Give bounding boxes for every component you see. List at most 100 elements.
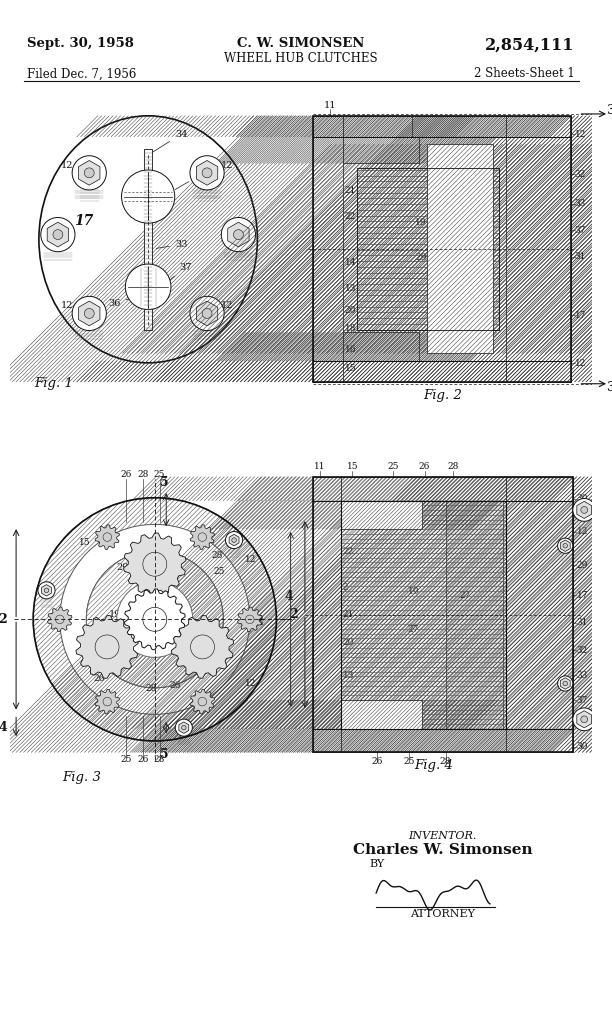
Text: 28: 28 — [138, 470, 149, 479]
Text: 30: 30 — [577, 742, 588, 752]
Circle shape — [143, 552, 167, 577]
Circle shape — [245, 615, 254, 624]
Text: 12: 12 — [575, 130, 586, 139]
Text: 25: 25 — [121, 755, 132, 764]
Polygon shape — [47, 222, 69, 247]
Text: 22: 22 — [343, 547, 354, 556]
Text: 28: 28 — [90, 658, 102, 667]
Text: 18: 18 — [345, 325, 356, 333]
Bar — [313, 477, 341, 753]
Text: 2: 2 — [0, 612, 7, 626]
Circle shape — [581, 716, 588, 723]
Text: 11: 11 — [315, 462, 326, 471]
Circle shape — [182, 725, 186, 730]
Circle shape — [233, 229, 244, 240]
Text: 16: 16 — [343, 514, 354, 522]
Circle shape — [84, 308, 94, 318]
Polygon shape — [228, 222, 249, 247]
Text: Filed Dec. 7, 1956: Filed Dec. 7, 1956 — [28, 68, 137, 80]
Text: 2 Sheets-Sheet 1: 2 Sheets-Sheet 1 — [474, 68, 575, 80]
Circle shape — [563, 681, 567, 686]
Text: 37: 37 — [575, 225, 586, 234]
Circle shape — [41, 217, 75, 252]
Text: 30: 30 — [577, 495, 588, 504]
Text: 33: 33 — [577, 671, 588, 680]
Text: 32: 32 — [575, 170, 586, 179]
Text: 21: 21 — [343, 610, 354, 620]
Circle shape — [125, 264, 171, 309]
Bar — [144, 150, 152, 330]
Text: 19: 19 — [415, 218, 427, 227]
Text: 27: 27 — [460, 591, 471, 599]
Circle shape — [573, 499, 595, 521]
Circle shape — [72, 296, 106, 331]
Text: 2: 2 — [289, 608, 298, 622]
Circle shape — [198, 697, 207, 706]
Polygon shape — [577, 711, 592, 728]
Polygon shape — [95, 524, 119, 550]
Text: 12: 12 — [220, 161, 233, 170]
Circle shape — [175, 719, 192, 736]
Text: BY: BY — [370, 859, 385, 869]
Text: 5: 5 — [160, 749, 168, 761]
Circle shape — [563, 544, 567, 548]
Text: 15: 15 — [346, 462, 358, 471]
Text: 17: 17 — [577, 591, 588, 600]
Circle shape — [33, 498, 277, 741]
Text: 26: 26 — [93, 674, 105, 683]
Circle shape — [232, 538, 236, 543]
Text: 26: 26 — [419, 462, 430, 471]
Text: 29: 29 — [117, 562, 129, 571]
Circle shape — [84, 168, 94, 178]
Circle shape — [86, 551, 223, 688]
Text: 13: 13 — [343, 671, 354, 680]
Text: 4: 4 — [284, 591, 293, 603]
Bar — [341, 729, 506, 753]
Polygon shape — [560, 540, 570, 552]
Circle shape — [190, 635, 214, 658]
Bar — [357, 168, 499, 330]
Text: 13: 13 — [345, 285, 356, 293]
Text: Charles W. Simonsen: Charles W. Simonsen — [353, 843, 532, 857]
Text: ATTORNEY: ATTORNEY — [410, 908, 475, 919]
Text: 12: 12 — [61, 161, 73, 170]
Bar — [341, 501, 422, 529]
Polygon shape — [76, 615, 138, 678]
Bar — [313, 116, 343, 382]
Bar — [313, 360, 506, 382]
Text: 5: 5 — [160, 476, 168, 489]
Bar — [343, 333, 419, 360]
Text: 24: 24 — [143, 623, 156, 632]
Text: 28: 28 — [212, 551, 223, 559]
Polygon shape — [95, 689, 119, 714]
Text: Fig. 2: Fig. 2 — [423, 389, 461, 402]
Text: 26: 26 — [371, 757, 382, 766]
Bar — [341, 700, 422, 729]
Polygon shape — [78, 161, 100, 185]
Text: 26: 26 — [138, 755, 149, 764]
Text: 3: 3 — [607, 381, 612, 394]
Text: 26: 26 — [169, 681, 181, 690]
Text: 32: 32 — [577, 646, 588, 655]
Circle shape — [95, 635, 119, 658]
Bar — [341, 477, 506, 501]
Circle shape — [60, 524, 250, 715]
Text: 2: 2 — [343, 583, 349, 592]
Text: 33: 33 — [575, 199, 586, 208]
Text: 36: 36 — [108, 299, 129, 308]
Text: 17: 17 — [575, 311, 586, 319]
Text: 33: 33 — [156, 240, 187, 249]
Text: 29: 29 — [415, 253, 427, 262]
Polygon shape — [577, 502, 592, 518]
Polygon shape — [124, 532, 186, 596]
Text: 12: 12 — [61, 301, 73, 310]
Polygon shape — [42, 585, 51, 596]
Circle shape — [53, 229, 63, 240]
Text: INVENTOR.: INVENTOR. — [408, 830, 477, 841]
Text: 26: 26 — [121, 470, 132, 479]
Polygon shape — [237, 607, 262, 632]
Circle shape — [190, 156, 224, 189]
Polygon shape — [179, 722, 188, 733]
Circle shape — [202, 168, 212, 178]
Text: 28: 28 — [440, 757, 451, 766]
